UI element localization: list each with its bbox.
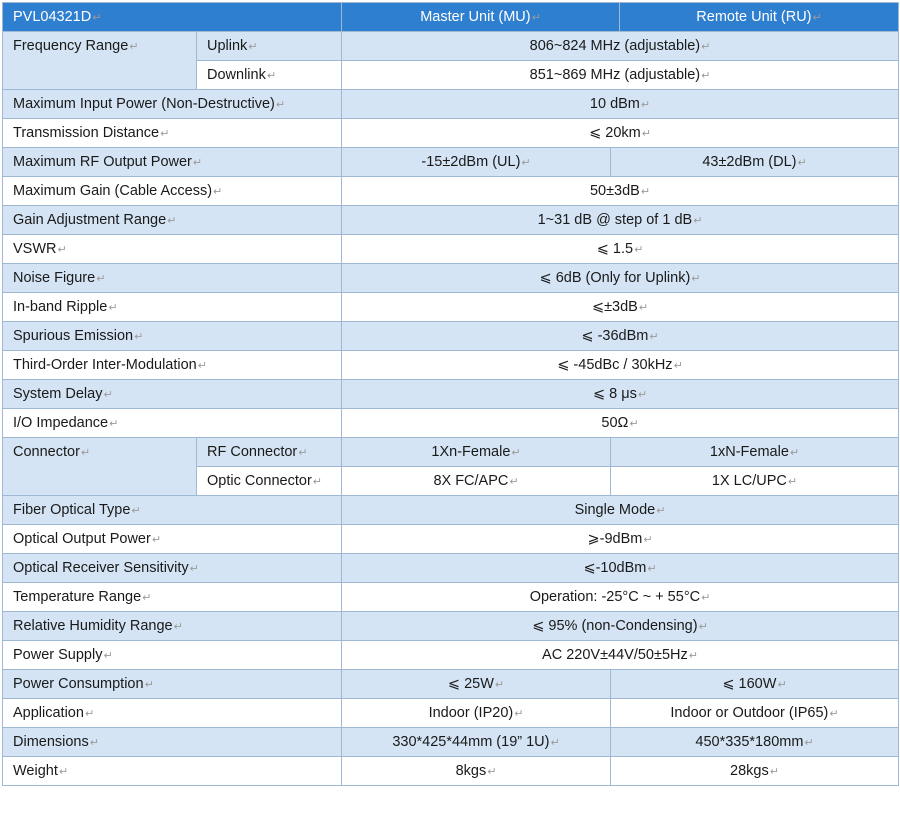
gain-adjustment-label: Gain Adjustment Range↵ [1, 205, 343, 235]
optical-sensitivity-label: Optical Receiver Sensitivity↵ [1, 553, 343, 583]
rf-connector-label: RF Connector↵ [195, 437, 343, 467]
optic-connector-mu-value: 8X FC/APC↵ [341, 466, 612, 496]
table-row: Optical Receiver Sensitivity↵ ⩽-10dBm↵ [1, 553, 900, 583]
table-row: Transmission Distance↵ ⩽ 20km↵ [1, 118, 900, 148]
vswr-label: VSWR↵ [1, 234, 343, 264]
table-row: Third-Order Inter-Modulation↵ ⩽ -45dBc /… [1, 350, 900, 380]
optical-output-value: ⩾-9dBm↵ [341, 524, 900, 554]
table-row: Power Consumption↵ ⩽ 25W↵ ⩽ 160W↵ [1, 669, 900, 699]
temperature-value: Operation: -25°C ~ + 55°C↵ [341, 582, 900, 612]
max-input-label: Maximum Input Power (Non-Destructive)↵ [1, 89, 343, 119]
weight-ru-value: 28kgs↵ [610, 756, 900, 786]
table-row: Connector↵ RF Connector↵ 1Xn-Female↵ 1xN… [2, 437, 900, 496]
table-row: VSWR↵ ⩽ 1.5↵ [1, 234, 900, 264]
table-row: Fiber Optical Type↵ Single Mode↵ [1, 495, 900, 525]
spurious-emission-label: Spurious Emission↵ [1, 321, 343, 351]
master-unit-header: Master Unit (MU)↵ [341, 2, 621, 32]
table-row: Spurious Emission↵ ⩽ -36dBm↵ [1, 321, 900, 351]
transmission-distance-value: ⩽ 20km↵ [341, 118, 900, 148]
table-row: System Delay↵ ⩽ 8 μs↵ [1, 379, 900, 409]
noise-figure-label: Noise Figure↵ [1, 263, 343, 293]
table-row: Gain Adjustment Range↵ 1~31 dB @ step of… [1, 205, 900, 235]
spurious-emission-value: ⩽ -36dBm↵ [341, 321, 900, 351]
connector-label: Connector↵ [2, 437, 197, 496]
in-band-ripple-value: ⩽±3dB↵ [341, 292, 900, 322]
gain-adjustment-value: 1~31 dB @ step of 1 dB↵ [341, 205, 900, 235]
table-row: Maximum Gain (Cable Access)↵ 50±3dB↵ [1, 176, 900, 206]
max-input-value: 10 dBm↵ [341, 89, 900, 119]
table-row: Maximum Input Power (Non-Destructive)↵ 1… [1, 89, 900, 119]
uplink-value: 806~824 MHz (adjustable)↵ [341, 31, 900, 61]
optical-sensitivity-value: ⩽-10dBm↵ [341, 553, 900, 583]
rf-connector-ru-value: 1xN-Female↵ [610, 437, 900, 467]
fiber-type-label: Fiber Optical Type↵ [1, 495, 343, 525]
power-consumption-mu-value: ⩽ 25W↵ [341, 669, 612, 699]
temperature-label: Temperature Range↵ [1, 582, 343, 612]
table-row: Downlink↵ 851~869 MHz (adjustable)↵ [3, 60, 900, 90]
table-row: Noise Figure↵ ⩽ 6dB (Only for Uplink)↵ [1, 263, 900, 293]
application-label: Application↵ [1, 698, 343, 728]
max-gain-value: 50±3dB↵ [341, 176, 900, 206]
dimensions-label: Dimensions↵ [1, 727, 343, 757]
humidity-value: ⩽ 95% (non-Condensing)↵ [341, 611, 900, 641]
in-band-ripple-label: In-band Ripple↵ [1, 292, 343, 322]
table-row: Frequency Range↵ Uplink↵ 806~824 MHz (ad… [2, 31, 900, 90]
power-consumption-ru-value: ⩽ 160W↵ [610, 669, 900, 699]
table-row: Dimensions↵ 330*425*44mm (19” 1U)↵ 450*3… [1, 727, 900, 757]
application-mu-value: Indoor (IP20)↵ [341, 698, 612, 728]
table-row: Maximum RF Output Power↵ -15±2dBm (UL)↵ … [1, 147, 900, 177]
application-ru-value: Indoor or Outdoor (IP65)↵ [610, 698, 900, 728]
table-row: Application↵ Indoor (IP20)↵ Indoor or Ou… [1, 698, 900, 728]
noise-figure-value: ⩽ 6dB (Only for Uplink)↵ [341, 263, 900, 293]
downlink-label: Downlink↵ [195, 60, 343, 90]
humidity-label: Relative Humidity Range↵ [1, 611, 343, 641]
table-row: Weight↵ 8kgs↵ 28kgs↵ [1, 756, 900, 786]
system-delay-label: System Delay↵ [1, 379, 343, 409]
max-gain-label: Maximum Gain (Cable Access)↵ [1, 176, 343, 206]
table-row: Optical Output Power↵ ⩾-9dBm↵ [1, 524, 900, 554]
spec-table: PVL04321D↵ Master Unit (MU)↵ Remote Unit… [1, 2, 900, 786]
rf-connector-mu-value: 1Xn-Female↵ [341, 437, 612, 467]
table-row: I/O Impedance↵ 50Ω↵ [1, 408, 900, 438]
transmission-distance-label: Transmission Distance↵ [1, 118, 343, 148]
io-impedance-label: I/O Impedance↵ [1, 408, 343, 438]
header-row: PVL04321D↵ Master Unit (MU)↵ Remote Unit… [1, 2, 900, 32]
remote-unit-header: Remote Unit (RU)↵ [619, 2, 900, 32]
rf-output-mu-value: -15±2dBm (UL)↵ [341, 147, 612, 177]
optic-connector-label: Optic Connector↵ [195, 466, 343, 496]
third-order-label: Third-Order Inter-Modulation↵ [1, 350, 343, 380]
power-consumption-label: Power Consumption↵ [1, 669, 343, 699]
table-row: In-band Ripple↵ ⩽±3dB↵ [1, 292, 900, 322]
vswr-value: ⩽ 1.5↵ [341, 234, 900, 264]
dimensions-ru-value: 450*335*180mm↵ [610, 727, 900, 757]
model-header: PVL04321D↵ [1, 2, 343, 32]
weight-label: Weight↵ [1, 756, 343, 786]
optic-connector-ru-value: 1X LC/UPC↵ [610, 466, 900, 496]
dimensions-mu-value: 330*425*44mm (19” 1U)↵ [341, 727, 612, 757]
uplink-label: Uplink↵ [195, 31, 343, 61]
system-delay-value: ⩽ 8 μs↵ [341, 379, 900, 409]
io-impedance-value: 50Ω↵ [341, 408, 900, 438]
table-row: Temperature Range↵ Operation: -25°C ~ + … [1, 582, 900, 612]
third-order-value: ⩽ -45dBc / 30kHz↵ [341, 350, 900, 380]
rf-output-label: Maximum RF Output Power↵ [1, 147, 343, 177]
table-row: Optic Connector↵ 8X FC/APC↵ 1X LC/UPC↵ [3, 466, 900, 496]
fiber-type-value: Single Mode↵ [341, 495, 900, 525]
table-row: Relative Humidity Range↵ ⩽ 95% (non-Cond… [1, 611, 900, 641]
table-row: Power Supply↵ AC 220V±44V/50±5Hz↵ [1, 640, 900, 670]
downlink-value: 851~869 MHz (adjustable)↵ [341, 60, 900, 90]
power-supply-value: AC 220V±44V/50±5Hz↵ [341, 640, 900, 670]
rf-output-ru-value: 43±2dBm (DL)↵ [610, 147, 900, 177]
optical-output-label: Optical Output Power↵ [1, 524, 343, 554]
frequency-range-label: Frequency Range↵ [2, 31, 197, 90]
weight-mu-value: 8kgs↵ [341, 756, 612, 786]
power-supply-label: Power Supply↵ [1, 640, 343, 670]
